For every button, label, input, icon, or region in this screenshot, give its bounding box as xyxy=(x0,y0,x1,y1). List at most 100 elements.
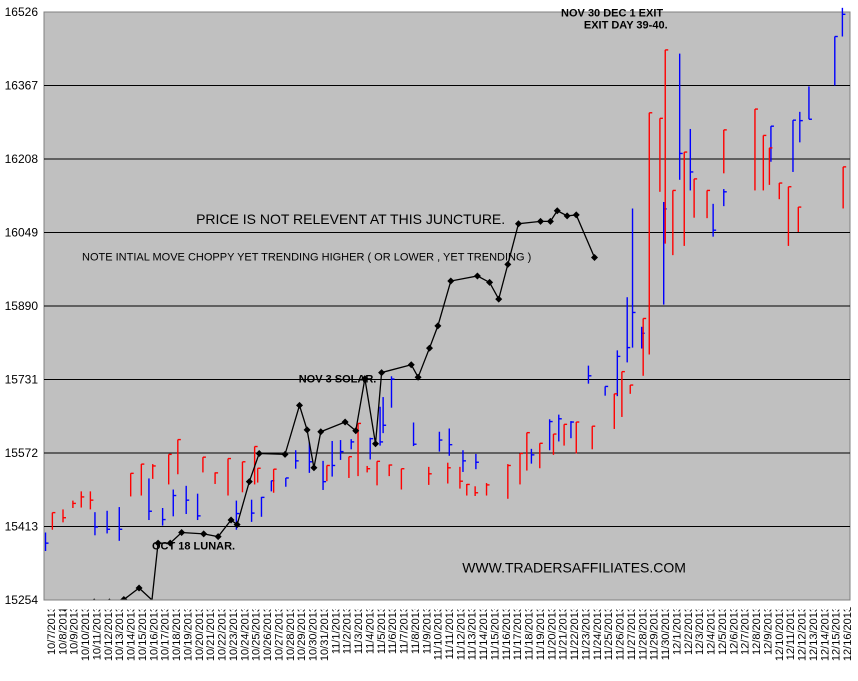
x-tick-label: 11/9/2013 xyxy=(421,606,433,654)
x-tick-label: 11/15/2013 xyxy=(489,606,501,660)
line-marker xyxy=(281,450,289,458)
y-tick-label: 16526 xyxy=(5,5,39,19)
x-tick-label: 11/28/2013 xyxy=(637,606,649,660)
line-marker xyxy=(447,277,455,285)
annotation-www: WWW.TRADERSAFFILIATES.COM xyxy=(462,559,686,575)
y-tick-label: 16049 xyxy=(5,226,39,240)
line-marker xyxy=(553,207,561,215)
line-marker xyxy=(361,375,369,383)
x-tick-label: 10/17/2013 xyxy=(160,606,172,661)
x-tick-label: 11/30/2013 xyxy=(660,606,672,660)
x-tick-label: 10/25/2013 xyxy=(251,606,263,661)
x-tick-label: 10/22/2013 xyxy=(217,606,229,661)
line-marker xyxy=(227,516,235,524)
x-tick-label: 11/5/2013 xyxy=(376,606,388,654)
x-tick-label: 10/27/2013 xyxy=(273,606,285,661)
x-tick-label: 12/5/2013 xyxy=(717,606,729,655)
y-tick-label: 15731 xyxy=(5,373,39,387)
y-tick-label: 16367 xyxy=(5,79,39,93)
line-marker xyxy=(135,584,143,592)
line-marker xyxy=(178,529,186,537)
line-marker xyxy=(214,533,222,541)
line-marker xyxy=(200,530,208,538)
x-tick-label: 10/26/2013 xyxy=(262,606,274,661)
x-tick-label: 11/4/2013 xyxy=(364,606,376,654)
line-marker xyxy=(495,295,503,303)
x-tick-label: 12/4/2013 xyxy=(706,606,718,655)
x-tick-label: 10/14/2013 xyxy=(126,606,138,661)
x-tick-label: 12/3/2013 xyxy=(694,606,706,655)
x-tick-label: 12/11/2013 xyxy=(785,606,797,660)
line-marker xyxy=(166,539,174,547)
x-tick-label: 12/8/2013 xyxy=(751,606,763,655)
x-tick-label: 10/21/2013 xyxy=(205,606,217,661)
y-tick-label: 16208 xyxy=(5,152,39,166)
x-tick-label: 11/23/2013 xyxy=(580,606,592,660)
line-marker xyxy=(546,217,554,225)
x-tick-label: 11/3/2013 xyxy=(353,606,365,654)
line-marker xyxy=(255,449,263,457)
x-tick-label: 11/13/2013 xyxy=(467,606,479,660)
line-marker xyxy=(434,322,442,330)
x-tick-label: 11/18/2013 xyxy=(524,606,536,660)
line-marker xyxy=(486,278,494,286)
line-marker xyxy=(372,440,380,448)
annotation-note: NOTE INTIAL MOVE CHOPPY YET TRENDING HIG… xyxy=(82,252,531,264)
line-marker xyxy=(378,369,386,377)
plot-bottom-mask xyxy=(44,600,850,610)
x-tick-label: 10/28/2013 xyxy=(285,606,297,661)
x-tick-label: 11/6/2013 xyxy=(387,606,399,654)
x-tick-label: 11/27/2013 xyxy=(626,606,638,660)
x-tick-label: 12/13/2013 xyxy=(808,606,820,661)
line-marker xyxy=(245,478,253,486)
annotation-oct18: OCT 18 LUNAR. xyxy=(152,541,235,553)
x-tick-label: 10/23/2013 xyxy=(228,606,240,661)
x-axis: 10/7/2013 10/8/2013 10/9/2013 10/10/2013 10/… xyxy=(46,600,854,661)
y-axis: 15254 15413 15572 15731 15890 16049 16208 16367… xyxy=(5,5,39,607)
line-marker xyxy=(426,344,434,352)
line-marker xyxy=(295,401,303,409)
x-tick-label: 11/14/2013 xyxy=(478,606,490,660)
x-tick-label: 10/11/2013 xyxy=(91,606,103,660)
x-tick-label: 10/18/2013 xyxy=(171,606,183,661)
line-marker xyxy=(537,217,545,225)
x-tick-label: 11/19/2013 xyxy=(535,606,547,660)
annotation-nov30: NOV 30 DEC 1 EXIT xyxy=(561,8,663,20)
x-tick-label: 11/8/2013 xyxy=(410,606,422,654)
x-tick-label: 11/11/2013 xyxy=(444,606,456,659)
x-tick-label: 10/19/2013 xyxy=(182,606,194,661)
y-tick-label: 15413 xyxy=(5,520,39,534)
line-marker xyxy=(154,539,162,547)
x-tick-label: 11/10/2013 xyxy=(433,606,445,660)
x-tick-label: 10/7/2013 xyxy=(46,606,58,655)
x-tick-label: 10/12/2013 xyxy=(103,606,115,661)
x-tick-label: 10/24/2013 xyxy=(239,606,251,661)
line-marker xyxy=(310,464,318,472)
x-tick-label: 10/31/2013 xyxy=(319,606,331,661)
x-tick-label: 10/29/2013 xyxy=(296,606,308,661)
x-tick-label: 12/16/2013 xyxy=(842,606,854,661)
x-tick-label: 10/30/2013 xyxy=(308,606,320,661)
x-tick-label: 12/1/2013 xyxy=(671,606,683,655)
annotation-nov3: NOV 3 SOLAR. xyxy=(299,374,377,386)
x-tick-label: 11/16/2013 xyxy=(501,606,513,660)
line-marker xyxy=(352,427,360,435)
x-tick-label: 12/9/2013 xyxy=(762,606,774,655)
ohlc-bars xyxy=(44,7,847,551)
line-marker xyxy=(572,211,580,219)
x-tick-label: 10/13/2013 xyxy=(114,606,126,661)
x-tick-label: 10/15/2013 xyxy=(137,606,149,661)
x-tick-label: 11/24/2013 xyxy=(592,606,604,660)
x-tick-label: 11/29/2013 xyxy=(649,606,661,660)
x-tick-label: 10/8/2013 xyxy=(57,606,69,655)
x-tick-label: 10/10/2013 xyxy=(80,606,92,661)
x-tick-label: 12/6/2013 xyxy=(728,606,740,655)
x-tick-label: 10/16/2013 xyxy=(148,606,160,661)
annotation-price: PRICE IS NOT RELEVENT AT THIS JUNCTURE. xyxy=(196,211,505,227)
x-tick-label: 11/21/2013 xyxy=(558,606,570,660)
x-tick-label: 12/14/2013 xyxy=(819,606,831,661)
line-marker xyxy=(317,428,325,436)
x-tick-label: 11/7/2013 xyxy=(399,606,411,654)
